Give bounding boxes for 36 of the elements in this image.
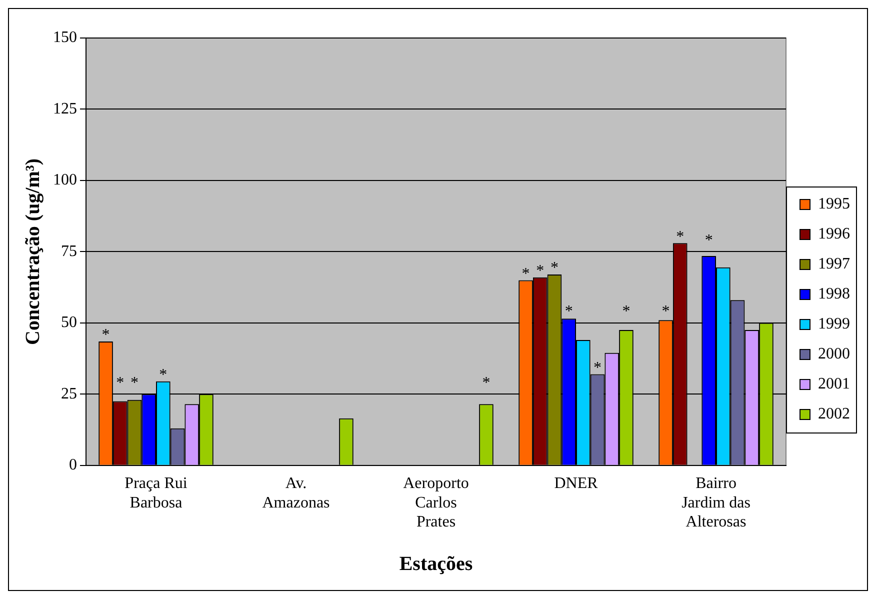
data-label: * (536, 262, 544, 280)
data-label: * (482, 374, 490, 392)
legend-label: 1996 (818, 226, 850, 243)
y-tick-label: 150 (53, 29, 77, 46)
data-label: * (564, 303, 573, 320)
y-tick-label: 50 (61, 314, 77, 332)
x-tick-label: Aeroporto Carlos Prates (403, 475, 469, 531)
y-tick-label: 25 (61, 385, 77, 402)
y-tick-label: 125 (53, 100, 77, 118)
data-label: * (704, 232, 713, 249)
x-tick-label: Praça Rui Barbosa (124, 475, 188, 512)
data-label: * (116, 374, 124, 392)
y-tick-label: 0 (69, 456, 77, 474)
x-tick-label: Av. Amazonas (262, 475, 330, 512)
legend-label: 2002 (818, 406, 850, 423)
x-tick-label: DNER (554, 475, 598, 492)
legend-label: 2001 (818, 376, 850, 393)
data-label: * (622, 303, 630, 320)
y-tick-label: 100 (53, 172, 77, 189)
data-label: * (130, 374, 138, 392)
legend-label: 1997 (818, 256, 850, 273)
x-axis-title: Estações (399, 553, 473, 576)
data-label: * (662, 303, 670, 320)
legend-label: 1999 (818, 316, 850, 333)
data-label: * (676, 228, 684, 246)
x-tick-label: Bairro Jardim das Alterosas (682, 475, 750, 531)
data-label: * (522, 265, 530, 282)
legend-label: 2000 (818, 346, 850, 363)
data-label: * (102, 326, 110, 344)
legend-label: 1995 (818, 196, 850, 213)
legend-label: 1998 (818, 286, 850, 303)
data-label: * (550, 260, 558, 277)
y-axis-title: Concentração (ug/m³) (22, 158, 44, 345)
data-label: * (594, 359, 602, 376)
data-label: * (159, 366, 168, 384)
y-tick-label: 75 (61, 242, 77, 260)
